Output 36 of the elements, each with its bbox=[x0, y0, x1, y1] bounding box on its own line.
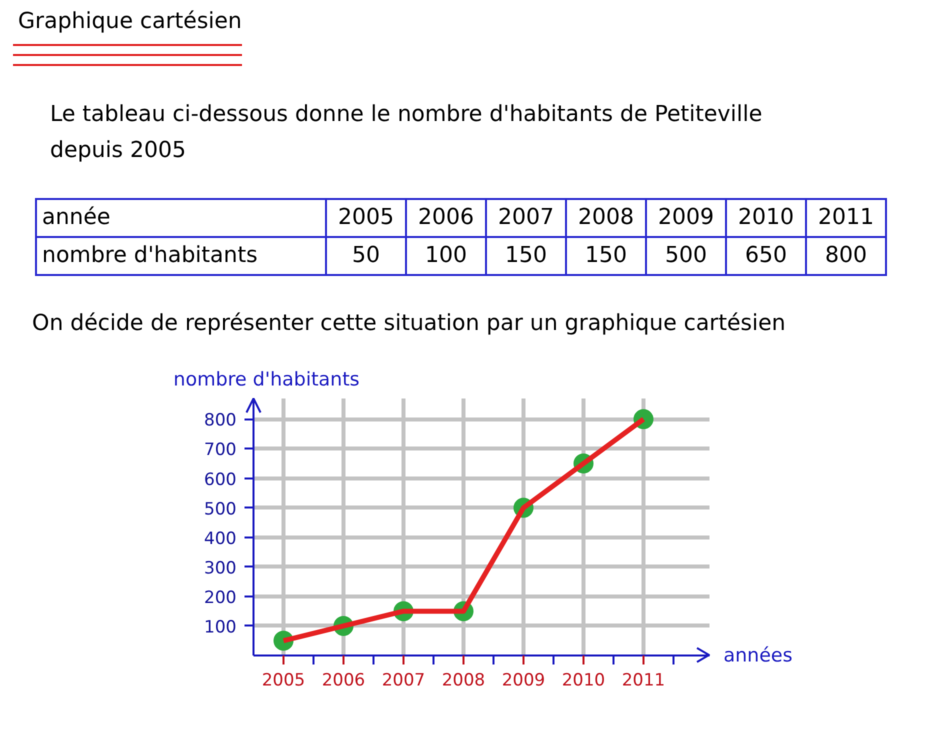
chart-subtitle: Le tableau ci-dessous donne le nombre d'habitants de Petiteville depuis 2005 bbox=[50, 101, 764, 165]
text: 800 bbox=[806, 237, 886, 275]
text: 2011 bbox=[806, 199, 886, 237]
y-tick-label: 800 bbox=[204, 410, 237, 431]
x-tick-label: 2006 bbox=[322, 670, 366, 690]
text: 2008 bbox=[566, 199, 646, 237]
y-tick-label: 100 bbox=[204, 617, 237, 638]
x-tick-label: 2011 bbox=[622, 670, 666, 690]
x-axis-title: années bbox=[724, 644, 793, 666]
text: 650 bbox=[726, 237, 806, 275]
chart-title: Graphique cartésien bbox=[17, 8, 242, 36]
y-tick-label: 700 bbox=[204, 440, 237, 460]
x-tick-label: 2005 bbox=[262, 670, 306, 690]
x-tick-label: 2010 bbox=[562, 670, 606, 690]
text: 100 bbox=[406, 237, 486, 275]
text: 50 bbox=[326, 237, 406, 275]
text: 2010 bbox=[726, 199, 806, 237]
x-tick-label: 2009 bbox=[502, 670, 546, 690]
y-axis-title: nombre d'habitants bbox=[173, 368, 360, 390]
text: On décide de représenter cette situation par un graphique cartésien bbox=[32, 310, 786, 338]
text: 2009 bbox=[646, 199, 726, 237]
text: 500 bbox=[646, 237, 726, 275]
y-tick-label: 500 bbox=[204, 499, 237, 520]
y-tick-label: 600 bbox=[204, 470, 237, 490]
text: 2006 bbox=[406, 199, 486, 237]
text: année bbox=[36, 199, 326, 237]
y-tick-label: 200 bbox=[204, 588, 237, 608]
x-tick-label: 2007 bbox=[382, 670, 426, 690]
y-tick-label: 300 bbox=[204, 558, 237, 578]
y-tick-label: 400 bbox=[204, 528, 237, 549]
text: 2005 bbox=[326, 199, 406, 237]
x-tick-label: 2008 bbox=[442, 670, 486, 690]
text: 2007 bbox=[486, 199, 566, 237]
text: nombre d'habitants bbox=[36, 237, 326, 275]
text: 150 bbox=[486, 237, 566, 275]
text: 150 bbox=[566, 237, 646, 275]
